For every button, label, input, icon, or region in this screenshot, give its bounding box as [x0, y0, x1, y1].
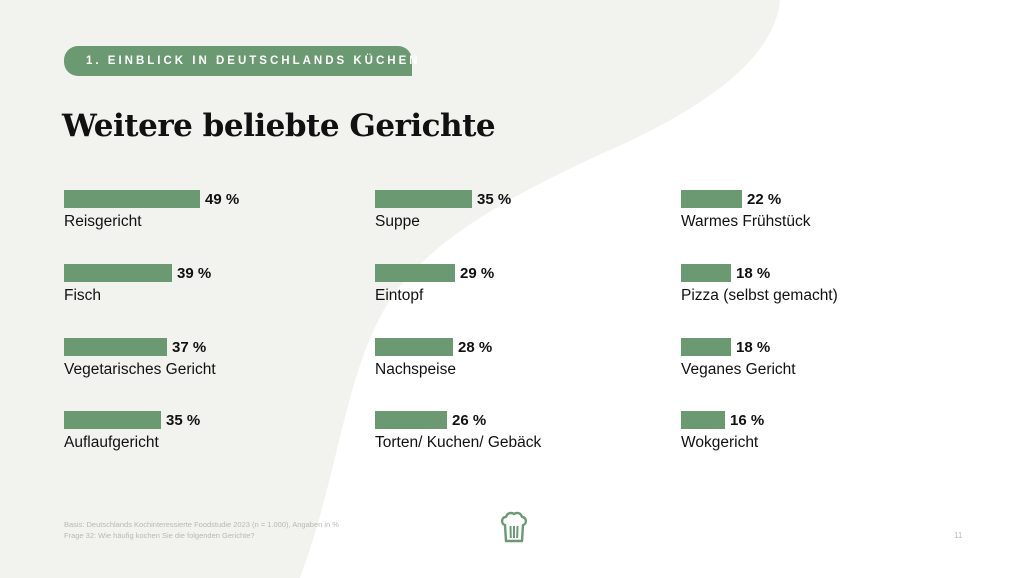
data-label: 16 %	[730, 411, 765, 429]
category-label: Fisch	[64, 287, 102, 304]
chart-item: 18 % Veganes Gericht	[681, 338, 796, 398]
bar-row: 22 %	[681, 190, 810, 208]
bar-row: 26 %	[375, 411, 541, 429]
data-label: 39 %	[177, 264, 212, 282]
chart-item: 35 % Suppe	[375, 190, 511, 250]
bar-row: 28 %	[375, 338, 492, 356]
bar-row: 29 %	[375, 264, 494, 282]
bar-row: 35 %	[64, 411, 200, 429]
data-label: 18 %	[736, 338, 771, 356]
category-label: Torten/ Kuchen/ Gebäck	[375, 434, 542, 451]
data-label: 18 %	[736, 264, 771, 282]
bar	[681, 190, 742, 208]
chart-item: 29 % Eintopf	[375, 264, 494, 324]
chart-item: 35 % Auflaufgericht	[64, 411, 200, 471]
footnote-line-1: Basis: Deutschlands Kochinteressierte Fo…	[64, 520, 339, 529]
bar	[64, 411, 161, 429]
chart-item: 39 % Fisch	[64, 264, 211, 324]
bar	[64, 190, 200, 208]
bar-row: 35 %	[375, 190, 511, 208]
page-number: 11	[954, 531, 963, 540]
bar	[375, 190, 472, 208]
data-label: 22 %	[747, 190, 782, 208]
bar	[375, 411, 447, 429]
data-label: 49 %	[205, 190, 240, 208]
footnote: Basis: Deutschlands Kochinteressierte Fo…	[64, 519, 339, 541]
bar-row: 37 %	[64, 338, 216, 356]
data-label: 37 %	[172, 338, 207, 356]
bar-row: 49 %	[64, 190, 239, 208]
chart-item: 16 % Wokgericht	[681, 411, 764, 471]
category-label: Auflaufgericht	[64, 434, 159, 451]
page-title: Weitere beliebte Gerichte	[62, 108, 496, 144]
category-label: Vegetarisches Gericht	[64, 361, 216, 378]
footnote-line-2: Frage 32: Wie häufig kochen Sie die folg…	[64, 531, 255, 540]
bar	[681, 411, 725, 429]
category-label: Warmes Frühstück	[681, 213, 811, 230]
category-label: Pizza (selbst gemacht)	[681, 287, 838, 304]
category-label: Suppe	[375, 213, 420, 230]
chart-item: 18 % Pizza (selbst gemacht)	[681, 264, 838, 324]
data-label: 28 %	[458, 338, 493, 356]
bar	[681, 338, 731, 356]
bar-row: 18 %	[681, 338, 796, 356]
bar	[375, 264, 455, 282]
chef-hat-icon	[500, 511, 528, 543]
bar-row: 16 %	[681, 411, 764, 429]
bar	[64, 338, 167, 356]
category-label: Veganes Gericht	[681, 361, 796, 378]
section-tag: 1. EINBLICK IN DEUTSCHLANDS KÜCHEN	[64, 46, 418, 76]
chart-item: 49 % Reisgericht	[64, 190, 239, 250]
bar	[681, 264, 731, 282]
data-label: 35 %	[166, 411, 201, 429]
chart-item: 28 % Nachspeise	[375, 338, 492, 398]
bar-row: 39 %	[64, 264, 211, 282]
data-label: 35 %	[477, 190, 512, 208]
category-label: Wokgericht	[681, 434, 759, 451]
chart-item: 37 % Vegetarisches Gericht	[64, 338, 216, 398]
chart-item: 26 % Torten/ Kuchen/ Gebäck	[375, 411, 541, 471]
bar	[64, 264, 172, 282]
data-label: 29 %	[460, 264, 495, 282]
bar	[375, 338, 453, 356]
category-label: Eintopf	[375, 287, 424, 304]
category-label: Nachspeise	[375, 361, 456, 378]
data-label: 26 %	[452, 411, 487, 429]
bar-row: 18 %	[681, 264, 838, 282]
category-label: Reisgericht	[64, 213, 142, 230]
chart-item: 22 % Warmes Frühstück	[681, 190, 810, 250]
